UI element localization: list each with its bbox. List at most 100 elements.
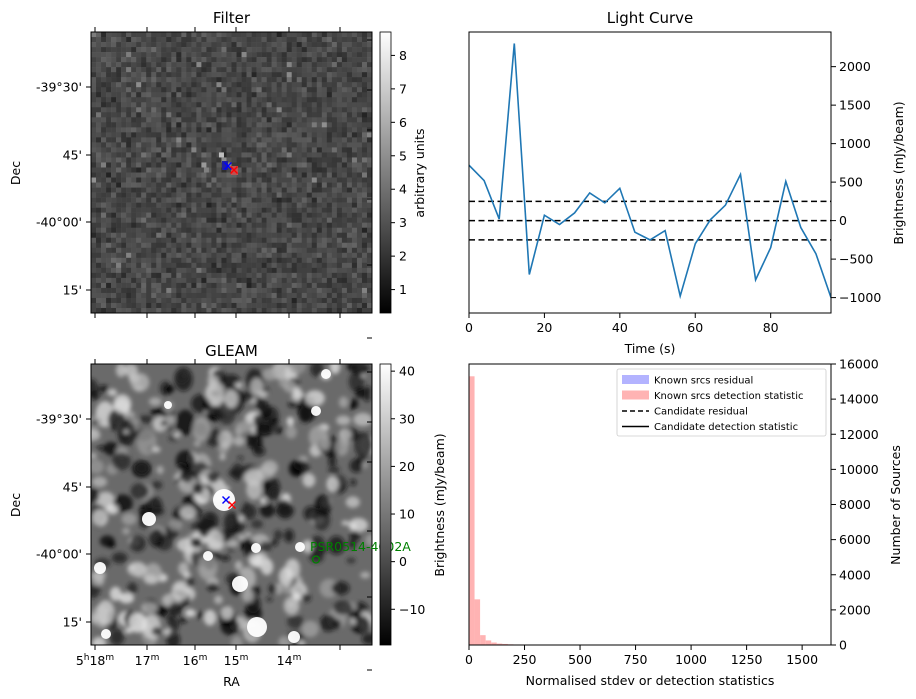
filter-colorbar-tick: 3 xyxy=(399,215,407,230)
filter-y-tick: 45' xyxy=(63,148,82,163)
light-curve-y-tick: 1500 xyxy=(839,98,871,113)
histogram-y-label: Number of Sources xyxy=(888,445,903,565)
gleam-colorbar-tick: 20 xyxy=(399,459,415,474)
filter-colorbar-tick: 2 xyxy=(399,249,407,264)
light-curve-x-tick: 20 xyxy=(536,320,552,335)
gleam-x-label: RA xyxy=(223,674,240,689)
histogram-bar xyxy=(485,640,492,645)
filter-blue-marker xyxy=(224,162,232,170)
light-curve-y-tick: 0 xyxy=(839,213,847,228)
light-curve-panel: Light Curve 0 20 40 60 80 −1000 −500 0 500 1000 15… xyxy=(465,9,906,356)
gleam-x-tick: 5h18m xyxy=(76,653,114,668)
gleam-y-tick: -39°30' xyxy=(36,412,82,427)
histogram-legend: Known srcs residual Known srcs detection … xyxy=(616,368,827,437)
gleam-source xyxy=(101,629,111,639)
light-curve-frame xyxy=(468,31,832,314)
filter-y-tick: -39°30' xyxy=(36,80,82,95)
filter-colorbar-tick: 1 xyxy=(399,282,407,297)
gleam-source xyxy=(251,543,261,553)
filter-colorbar-tick: 4 xyxy=(399,182,407,197)
psr-annotation-marker xyxy=(311,555,321,564)
gleam-red-marker xyxy=(228,501,236,509)
histogram-y-tick: 0 xyxy=(839,638,847,653)
histogram-y-tick: 10000 xyxy=(839,462,879,477)
histogram-bar xyxy=(474,599,481,645)
gleam-x-tick: 14m xyxy=(277,653,302,668)
filter-panel: Filter -39°30' 45' -40°00' 15' Dec 1 2 3 4 5 6 7 8… xyxy=(8,9,427,339)
legend-item: Candidate residual xyxy=(622,407,748,418)
light-curve-x-label: Time (s) xyxy=(624,341,676,356)
filter-colorbar-tick: 5 xyxy=(399,148,407,163)
histogram-panel: 0 250 500 750 1000 1250 1500 0 2000 4000 6000 8000 1… xyxy=(465,357,903,689)
histogram-bar xyxy=(491,642,497,645)
filter-y-label: Dec xyxy=(8,161,23,185)
gleam-panel: GLEAM PSR0514-4002A -39°30' 45' -40°00' 15'… xyxy=(8,342,447,689)
histogram-y-tick: 4000 xyxy=(839,567,871,582)
histogram-y-tick: 14000 xyxy=(839,392,879,407)
histogram-x-tick: 1500 xyxy=(786,652,818,667)
legend-label: Known srcs residual xyxy=(654,376,753,387)
filter-y-tick: 15' xyxy=(63,283,82,298)
gleam-source xyxy=(321,369,331,379)
histogram-bar xyxy=(469,376,475,645)
gleam-y-tick: 15' xyxy=(63,615,82,630)
filter-colorbar xyxy=(379,31,392,314)
legend-label: Known srcs detection statistic xyxy=(654,391,803,402)
gleam-y-tick: -40°00' xyxy=(36,547,82,562)
histogram-x-tick: 0 xyxy=(465,652,473,667)
light-curve-x-tick: 0 xyxy=(465,320,473,335)
light-curve-x-tick: 60 xyxy=(687,320,703,335)
gleam-source xyxy=(295,542,305,552)
filter-y-tick: -40°00' xyxy=(36,215,82,230)
histogram-x-tick: 500 xyxy=(568,652,592,667)
light-curve-y-tick: 500 xyxy=(839,175,863,190)
gleam-source xyxy=(213,489,235,511)
light-curve-y-tick: −500 xyxy=(839,252,873,267)
filter-blue-pixel xyxy=(222,161,228,170)
psr-annotation-label: PSR0514-4002A xyxy=(310,539,411,554)
gleam-y-tick: 45' xyxy=(63,480,82,495)
histogram-y-tick: 12000 xyxy=(839,427,879,442)
histogram-x-tick: 250 xyxy=(513,652,537,667)
filter-image xyxy=(91,32,372,313)
filter-colorbar-label: arbitrary units xyxy=(412,128,427,217)
gleam-x-tick: 17m xyxy=(135,653,160,668)
light-curve-y-tick: −1000 xyxy=(839,290,881,305)
filter-colorbar-tick: 6 xyxy=(399,115,407,130)
gleam-colorbar-tick: 10 xyxy=(399,507,415,522)
gleam-source xyxy=(203,551,213,561)
gleam-colorbar-tick: 0 xyxy=(399,554,407,569)
light-curve-y-tick: 1000 xyxy=(839,136,871,151)
light-curve-x-tick: 40 xyxy=(612,320,628,335)
gleam-blue-marker xyxy=(222,496,230,504)
light-curve-series xyxy=(469,43,831,300)
gleam-colorbar-label: Brightness (mJy/beam) xyxy=(432,433,447,576)
histogram-bar xyxy=(502,643,508,645)
gleam-x-tick: 15m xyxy=(224,653,249,668)
filter-frame xyxy=(90,31,373,314)
histogram-x-tick: 1250 xyxy=(731,652,763,667)
filter-red-marker xyxy=(230,166,238,174)
filter-colorbar-tick: 8 xyxy=(399,48,407,63)
histogram-x-tick: 1000 xyxy=(675,652,707,667)
gleam-source xyxy=(232,576,248,592)
histogram-y-tick: 6000 xyxy=(839,532,871,547)
histogram-y-tick: 16000 xyxy=(839,357,879,372)
filter-title: Filter xyxy=(213,9,251,27)
histogram-y-tick: 8000 xyxy=(839,497,871,512)
gleam-title: GLEAM xyxy=(205,342,258,360)
gleam-colorbar-tick: −10 xyxy=(399,602,425,617)
gleam-colorbar-tick: 30 xyxy=(399,411,415,426)
gleam-source xyxy=(311,406,321,416)
legend-item: Candidate detection statistic xyxy=(622,422,798,433)
gleam-y-label: Dec xyxy=(8,493,23,517)
legend-label: Candidate detection statistic xyxy=(654,422,798,433)
gleam-source xyxy=(142,512,156,526)
light-curve-title: Light Curve xyxy=(607,9,693,27)
light-curve-x-tick: 80 xyxy=(763,320,779,335)
gleam-source xyxy=(288,631,300,643)
gleam-x-tick: 16m xyxy=(183,653,208,668)
histogram-bar xyxy=(480,635,486,645)
histogram-y-tick: 2000 xyxy=(839,602,871,617)
